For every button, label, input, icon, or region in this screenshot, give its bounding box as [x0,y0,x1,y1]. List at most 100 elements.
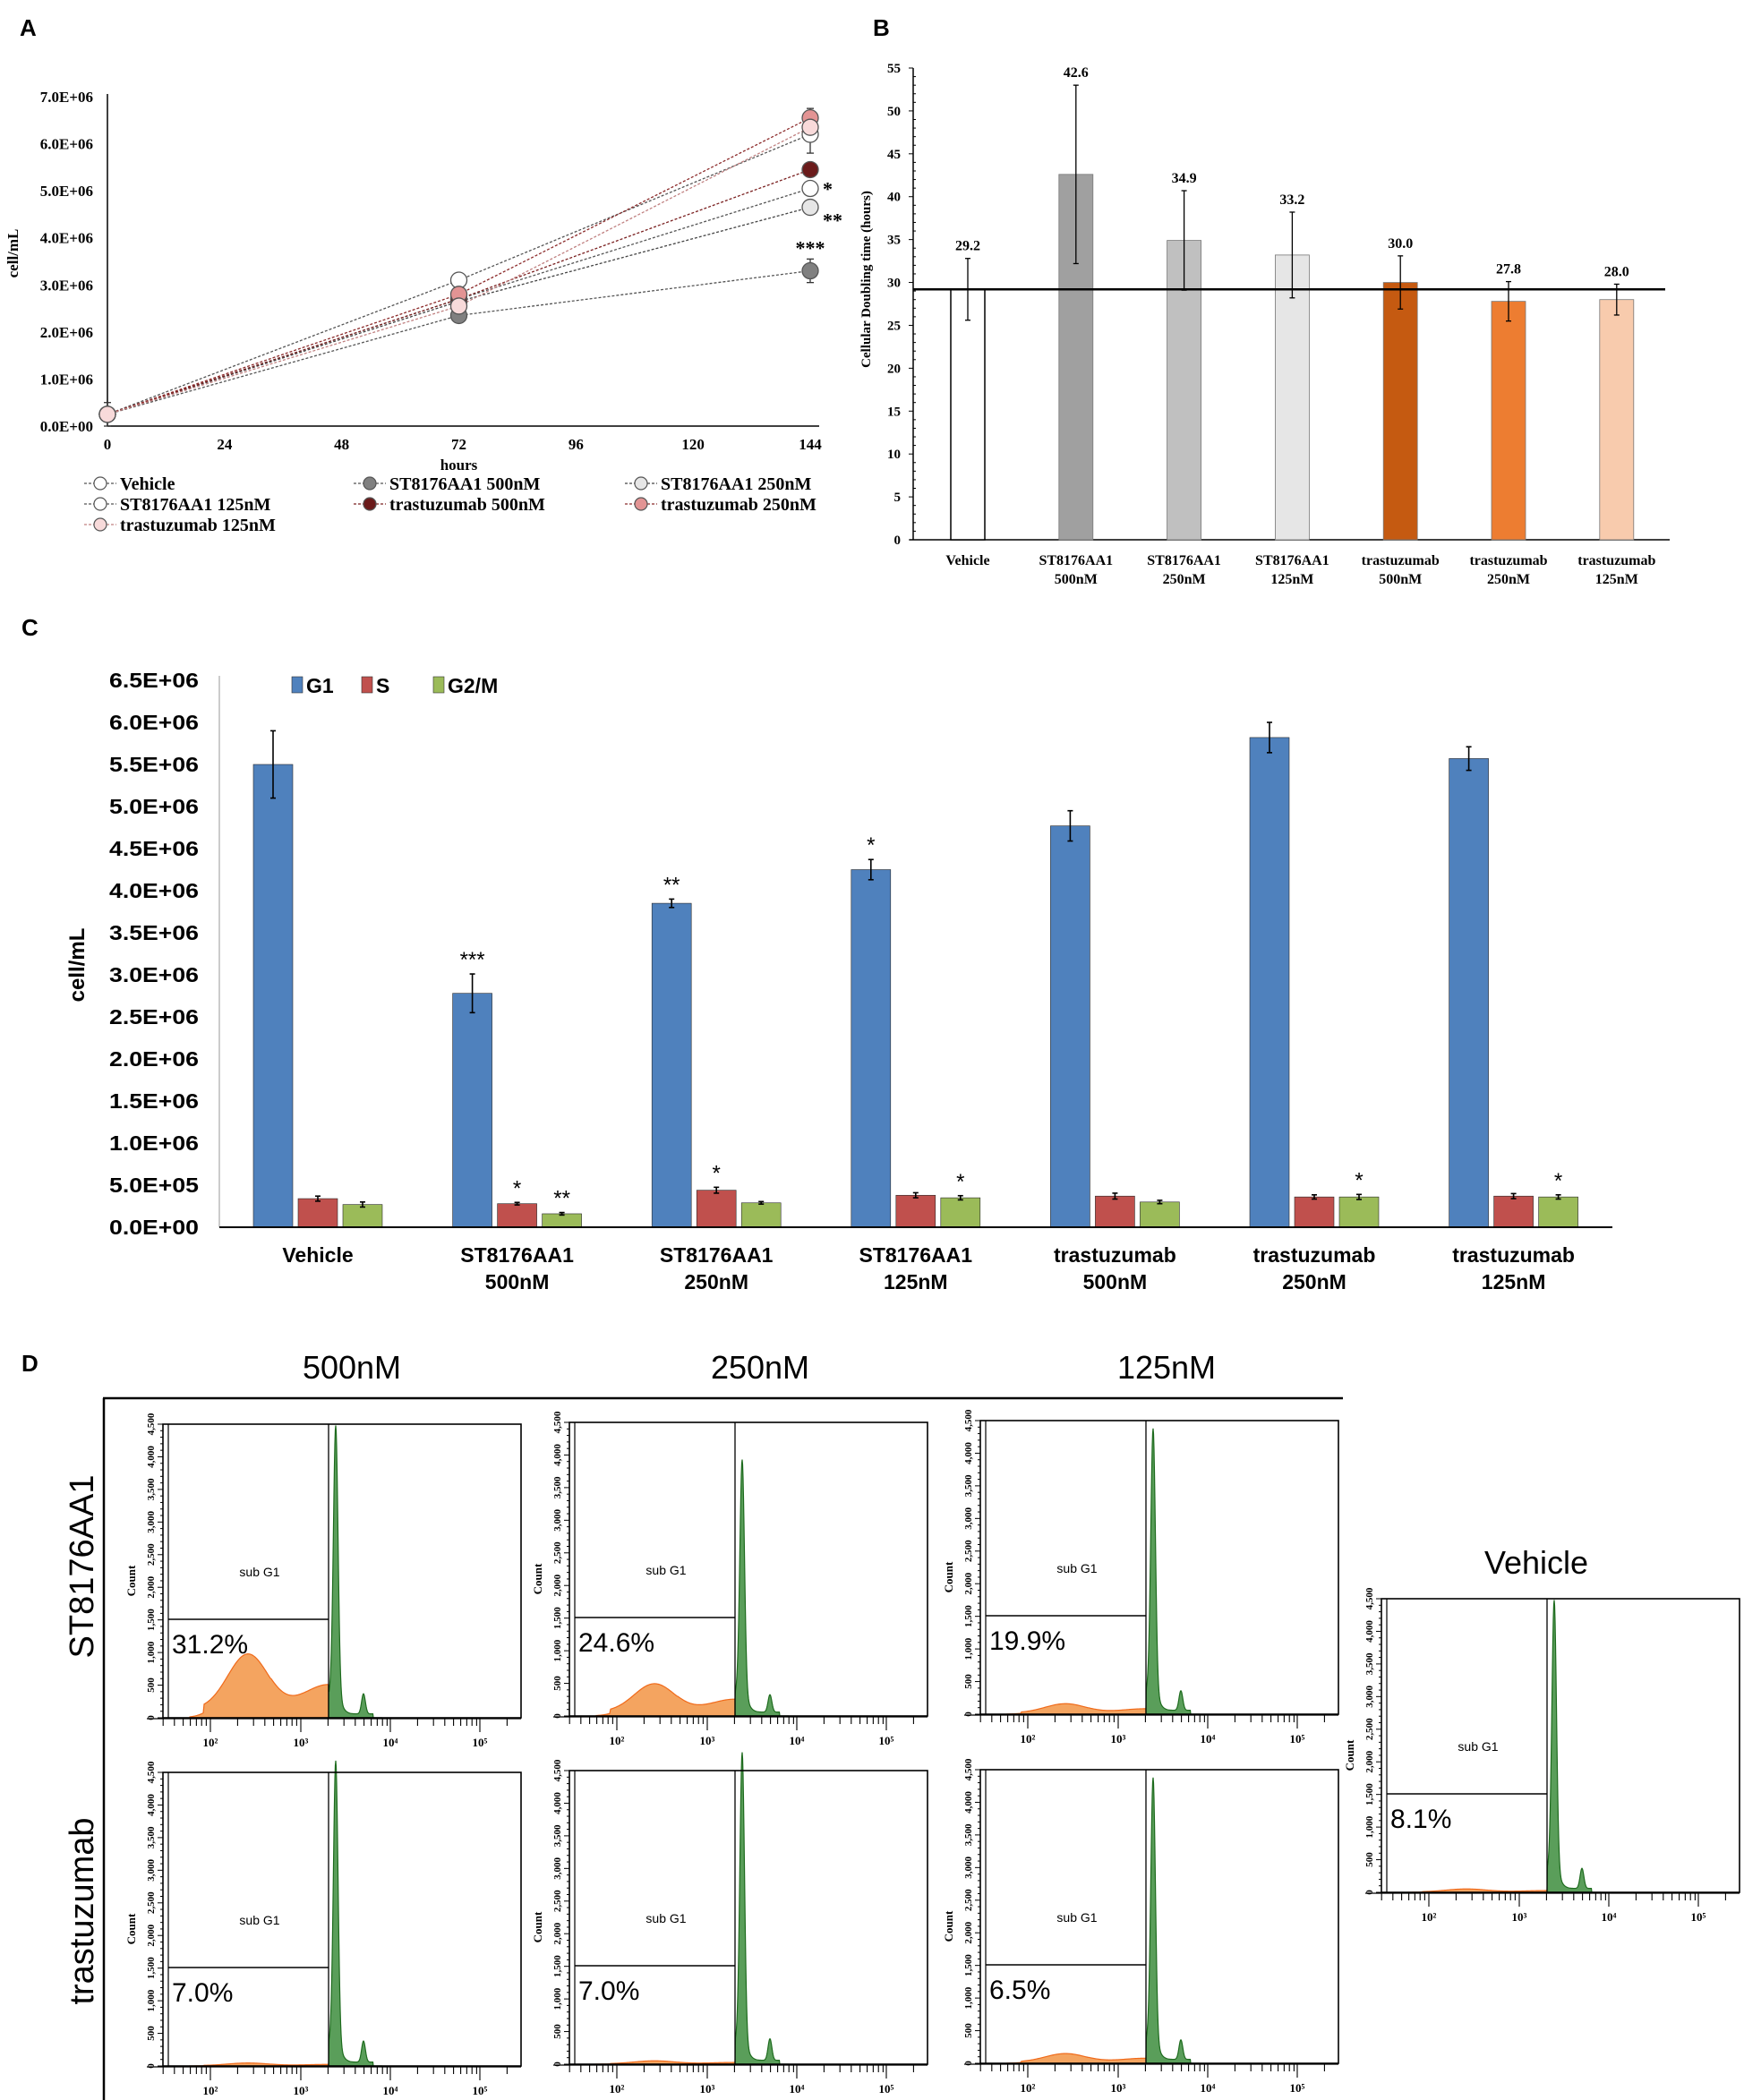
plot-frame [1381,1598,1740,1893]
legend-label: ST8176AA1 500nM [389,474,540,494]
histogram-panel: sub G1 24.6% 0 500 1,000 1,500 2,000 2,500 3,000… [531,1411,928,1747]
x-tick-label: 10⁵ [1290,1732,1305,1746]
series-line [107,117,811,415]
y-tick-label: 5 [894,491,902,505]
significance-marker: * [513,1176,521,1200]
legend-label: ST8176AA1 125nM [120,495,270,515]
y-tick-label: 0 [1364,1890,1375,1895]
significance-marker: ** [823,209,842,232]
y-axis-label: Count [942,1561,955,1592]
y-tick-label: 1,500 [552,1607,563,1629]
x-tick-label: 10⁵ [879,2082,894,2096]
y-tick-label: 2.0E+06 [40,324,93,341]
y-tick-label: 20 [887,362,901,376]
x-tick-label: ST8176AA1 [460,1243,574,1267]
x-tick-label: 250nM [1487,572,1530,587]
x-tick-label: 0 [104,436,112,453]
sub-g1-histogram [1407,1888,1548,1893]
y-tick-label: 3,000 [146,1510,157,1532]
y-tick-label: 0 [963,2061,974,2066]
legend-marker [363,497,377,511]
legend-label: trastuzumab 500nM [389,495,545,515]
x-tick-label: 10³ [1512,1910,1527,1924]
data-label: 34.9 [1172,171,1197,186]
gate-label: sub G1 [645,1911,686,1925]
significance-marker: ** [663,873,680,897]
g1-histogram [328,1425,382,1719]
x-tick-label: Vehicle [945,553,989,568]
x-tick-label: 10³ [700,2082,715,2096]
vehicle-title: Vehicle [1484,1544,1588,1581]
row-label: trastuzumab [64,1817,101,2004]
y-axis-label: Count [124,1565,138,1596]
gate-label: sub G1 [239,1565,279,1579]
bar-s [497,1203,537,1228]
y-tick-label: 6.5E+06 [109,669,199,692]
bar [950,288,986,541]
bar-s [1294,1196,1335,1228]
y-tick-label: 4,500 [552,1759,563,1781]
y-tick-label: 3,500 [552,1824,563,1847]
y-tick-label: 3.5E+06 [109,921,199,944]
y-tick-label: 2,500 [146,1543,157,1566]
x-tick-label: 125nM [1270,572,1313,587]
x-tick-label: 500nM [1379,572,1422,587]
y-tick-label: 50 [887,105,901,119]
panel-a-growth-curve: 0.0E+00 1.0E+06 2.0E+06 3.0E+06 4.0E+06 5.0E+… [4,89,842,535]
plot-frame [569,1770,928,2065]
y-tick-label: 2,000 [146,1575,157,1598]
g1-histogram [734,1752,789,2065]
x-tick-label: 10³ [294,1736,309,1749]
data-point [801,118,819,136]
x-tick-label: 10⁵ [879,1734,894,1747]
y-tick-label: 0 [552,2062,563,2067]
y-tick-label: 3,000 [963,1856,974,1878]
sub-g1-histogram [595,1683,736,1717]
data-label: 27.8 [1496,262,1521,277]
y-tick-label: 2,500 [552,1890,563,1912]
y-tick-label: 35 [887,234,901,248]
significance-marker: *** [796,237,825,260]
x-tick-label: 24 [217,436,233,453]
y-tick-label: 0 [146,2063,157,2069]
y-tick-label: 4,000 [552,1444,563,1466]
sub-g1-histogram [595,2060,736,2065]
y-tick-label: 55 [887,62,901,76]
series-line [107,168,811,415]
x-axis-label: hours [440,457,478,474]
x-tick-label: 10⁴ [383,1736,398,1749]
y-tick-label: 2,500 [963,1889,974,1911]
x-tick-label: 10² [610,2082,625,2096]
legend-marker [634,497,648,511]
bar [1599,299,1635,541]
significance-marker: *** [460,948,485,972]
data-label: 30.0 [1388,236,1413,252]
x-tick-label: 144 [799,436,822,453]
histogram-panel: sub G1 7.0% 0 500 1,000 1,500 2,000 2,500 3,000 3… [531,1752,928,2096]
y-tick-label: 500 [963,2023,974,2038]
bar-g1 [851,869,892,1228]
y-tick-label: 1.0E+06 [109,1131,199,1155]
sub-g1-histogram [189,1653,329,1719]
y-tick-label: 500 [146,2026,157,2041]
y-tick-label: 3,500 [963,1823,974,1846]
g1-histogram [1546,1600,1601,1893]
y-tick-label: 10 [887,448,901,462]
x-tick-label: 125nM [1482,1270,1546,1293]
y-tick-label: 4,500 [1364,1587,1375,1609]
y-tick-label: 1,000 [963,1637,974,1660]
sub-g1-percent: 6.5% [989,1976,1050,2005]
y-tick-label: 0.0E+00 [109,1216,199,1239]
gate-label: sub G1 [645,1563,686,1577]
x-tick-label: 10⁴ [383,2084,398,2097]
x-tick-label: 10² [1021,1732,1036,1746]
y-tick-label: 1,500 [1364,1783,1375,1805]
y-tick-label: 500 [552,2024,563,2039]
y-tick-label: 500 [146,1677,157,1693]
plot-frame [162,1423,522,1719]
x-tick-label: 125nM [884,1270,948,1293]
y-tick-label: 1,000 [963,1986,974,2009]
y-tick-label: 25 [887,319,901,333]
y-tick-label: 4.0E+06 [40,230,93,247]
y-tick-label: 5.0E+05 [109,1174,199,1197]
